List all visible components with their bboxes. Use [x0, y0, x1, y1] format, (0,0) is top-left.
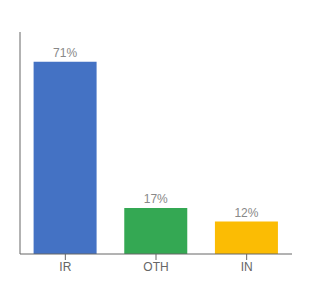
svg-text:17%: 17% [144, 192, 168, 206]
svg-text:IR: IR [59, 260, 71, 274]
svg-text:71%: 71% [53, 46, 77, 60]
svg-text:IN: IN [241, 260, 253, 274]
svg-text:OTH: OTH [143, 260, 168, 274]
svg-text:12%: 12% [234, 206, 258, 220]
